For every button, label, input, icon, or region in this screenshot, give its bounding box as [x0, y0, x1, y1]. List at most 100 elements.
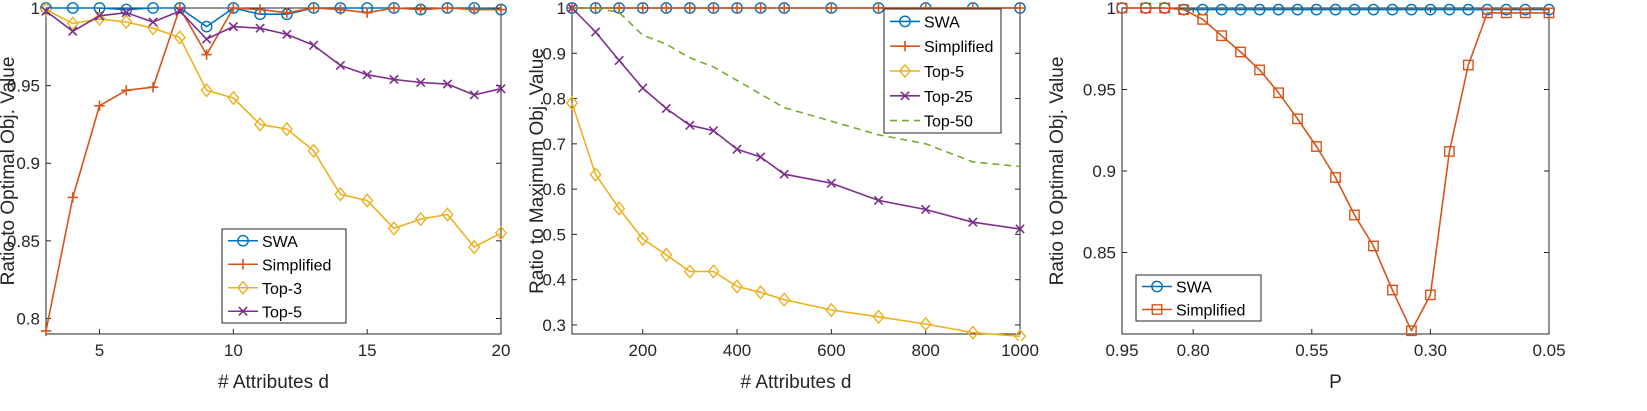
data-point-swa — [1310, 3, 1323, 16]
series-line-top-5 — [45, 10, 502, 96]
data-point-simplified — [1443, 146, 1455, 157]
data-point-top-25 — [661, 103, 672, 114]
data-point-simplified — [1311, 141, 1322, 152]
data-point-top-5 — [175, 6, 185, 16]
data-point-simplified — [779, 2, 790, 14]
data-point-top-5 — [389, 74, 399, 85]
data-point-swa — [1291, 3, 1304, 16]
y-tick-label: 1 — [557, 0, 566, 18]
data-point-top-5 — [41, 6, 51, 16]
data-point-top-3 — [120, 14, 133, 30]
data-point-top-5 — [442, 79, 453, 89]
data-point-swa — [1424, 3, 1437, 16]
data-point-top-25 — [968, 217, 978, 227]
legend-label-swa: SWA — [1176, 280, 1212, 297]
data-point-simplified — [40, 325, 52, 337]
data-point-simplified — [1014, 2, 1026, 14]
data-point-simplified — [826, 2, 837, 14]
data-point-simplified — [415, 4, 426, 15]
y-tick-label: 0.6 — [542, 180, 566, 199]
data-point-simplified — [1197, 14, 1209, 25]
data-point-top-5 — [613, 201, 626, 216]
data-point-top-3 — [361, 193, 374, 208]
data-point-simplified — [684, 2, 696, 14]
data-point-simplified — [201, 49, 212, 60]
data-point-top-3 — [66, 16, 79, 31]
chart-ratio-maximum-large-d: 200 400 600 800 1000 0.3 0.4 0.5 0.6 0.7 0.8 0.9 1 # … — [527, 0, 1039, 393]
data-point-top-5 — [1013, 328, 1027, 341]
legend-label-top-50: Top-50 — [924, 114, 973, 131]
data-point-simplified — [254, 4, 266, 15]
series-line-swa — [1122, 7, 1549, 11]
x-tick-label: 600 — [817, 341, 845, 360]
data-point-swa — [147, 2, 159, 14]
data-point-swa — [1234, 3, 1247, 16]
y-tick-label: 1 — [1107, 0, 1116, 18]
data-point-swa — [66, 2, 79, 14]
legend-marker-simplified — [237, 259, 249, 270]
data-point-top-25 — [873, 195, 884, 206]
data-point-top-3 — [387, 221, 401, 236]
data-point-top-3 — [280, 121, 293, 137]
data-point-simplified — [1543, 7, 1555, 19]
data-point-top-5 — [636, 231, 649, 247]
data-point-top-5 — [469, 90, 479, 100]
legend-marker-swa — [237, 234, 249, 247]
legend-marker-simplified — [1151, 304, 1163, 315]
data-point-top-5 — [415, 77, 426, 88]
data-point-simplified — [1500, 7, 1512, 19]
data-point-top-5 — [730, 279, 744, 294]
data-point-top-25 — [732, 144, 742, 154]
data-point-swa — [1443, 3, 1456, 16]
data-point-simplified — [1273, 87, 1284, 99]
data-point-simplified — [1140, 2, 1152, 14]
data-point-top-5 — [308, 40, 319, 50]
y-tick-label: 0.7 — [542, 135, 566, 154]
series-group — [39, 2, 508, 337]
data-point-simplified — [731, 2, 743, 14]
legend-marker-top-5 — [238, 306, 248, 316]
data-point-simplified — [67, 192, 78, 203]
data-point-top-5 — [228, 21, 239, 32]
data-point-simplified — [1116, 2, 1128, 14]
data-point-simplified — [1481, 7, 1493, 19]
legend-label-simplified: Simplified — [262, 257, 331, 274]
data-point-simplified — [1424, 289, 1436, 301]
data-point-top-25 — [779, 169, 789, 179]
data-point-simplified — [94, 100, 105, 111]
data-point-simplified — [469, 4, 480, 15]
data-point-simplified — [1178, 4, 1190, 16]
data-point-top-3 — [93, 11, 106, 27]
y-axis-label: Ratio to Optimal Obj. Value — [1047, 57, 1068, 286]
y-tick-label: 0.8 — [16, 309, 40, 328]
data-point-top-5 — [707, 264, 720, 279]
data-point-simplified — [613, 2, 625, 14]
legend-marker-swa — [899, 15, 911, 28]
data-point-top-25 — [614, 55, 624, 66]
data-point-simplified — [1292, 113, 1303, 125]
data-point-top-3 — [307, 143, 320, 159]
x-tick-label: 0.80 — [1177, 341, 1210, 360]
data-point-top-5 — [589, 167, 602, 182]
x-tick-label: 1000 — [1001, 341, 1039, 360]
data-point-top-25 — [920, 204, 931, 215]
data-point-simplified — [1406, 325, 1417, 337]
legend-label-simplified: Simplified — [1176, 303, 1245, 320]
data-point-simplified — [1216, 30, 1228, 42]
data-point-top-5 — [754, 285, 767, 300]
data-point-top-25 — [685, 120, 695, 130]
x-tick-label: 200 — [629, 341, 657, 360]
data-point-simplified — [121, 85, 132, 96]
y-axis-label: Ratio to Maximum Obj. Value — [527, 48, 548, 294]
data-point-top-5 — [121, 7, 132, 18]
series-line-top-5 — [571, 102, 1021, 338]
data-point-top-5 — [335, 60, 346, 71]
legend-label-swa: SWA — [262, 234, 298, 251]
data-point-simplified — [1235, 46, 1247, 58]
data-point-simplified — [147, 81, 159, 93]
data-point-simplified — [495, 4, 507, 15]
data-point-swa — [1215, 3, 1228, 16]
data-point-top-5 — [362, 70, 372, 80]
y-tick-label: 0.95 — [1083, 81, 1116, 100]
